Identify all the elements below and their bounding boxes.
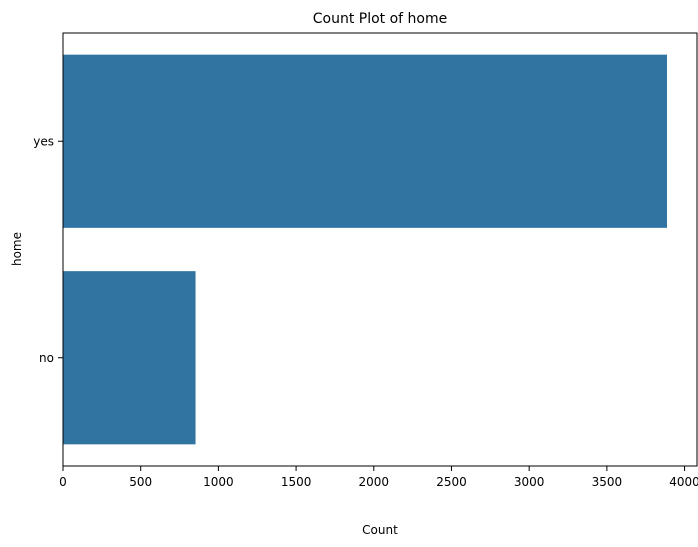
- x-axis-label: Count: [362, 523, 398, 537]
- x-tick-label: 1000: [203, 475, 234, 489]
- bar-yes: [63, 54, 668, 228]
- bar-group: [63, 54, 668, 445]
- x-tick-label: 3500: [592, 475, 623, 489]
- y-axis-label: home: [10, 232, 24, 266]
- y-tick-label: no: [39, 351, 54, 365]
- plot-frame: [62, 32, 698, 467]
- x-tick-label: 3000: [514, 475, 545, 489]
- y-tick-group: yes no: [33, 134, 63, 365]
- x-tick-label: 4000: [669, 475, 698, 489]
- bar-no: [63, 271, 196, 445]
- y-tick-label: yes: [33, 134, 54, 148]
- x-tick-label: 500: [129, 475, 152, 489]
- x-tick-label: 1500: [281, 475, 312, 489]
- x-tick-label: 2500: [436, 475, 467, 489]
- x-tick-group: 0 500 1000 1500 2000 2500 3000 3500 4000: [59, 466, 698, 489]
- chart-title: Count Plot of home: [313, 11, 448, 27]
- x-tick-label: 2000: [359, 475, 390, 489]
- x-tick-label: 0: [59, 475, 67, 489]
